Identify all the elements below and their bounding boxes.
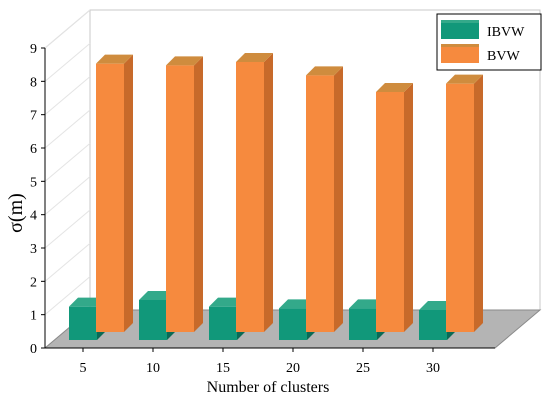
x-tick-label: 25 — [356, 361, 370, 376]
bar-bvw-10 — [166, 56, 203, 332]
bar-front-face — [166, 65, 194, 332]
y-tick-label: 3 — [30, 242, 37, 257]
bar-bvw-5 — [96, 54, 133, 333]
bar-front-face — [209, 306, 237, 340]
bar-top-face — [306, 66, 343, 76]
bar-front-face — [349, 308, 377, 340]
bar-top-face — [376, 83, 413, 92]
bar-side-face — [334, 66, 343, 332]
y-tick-label: 1 — [30, 309, 37, 324]
bar-front-face — [236, 62, 264, 332]
x-tick-label: 15 — [216, 361, 230, 376]
bar-top-face — [96, 54, 133, 64]
bar-bvw-30 — [446, 74, 483, 333]
wall-guide-line — [44, 209, 91, 249]
bar-side-face — [404, 83, 413, 332]
legend-label-bvw: BVW — [487, 49, 520, 64]
bar-side-face — [474, 74, 483, 333]
x-tick-label: 30 — [426, 361, 440, 376]
bar-side-face — [194, 56, 203, 332]
legend-swatch-top-bvw — [441, 44, 479, 47]
bar-front-face — [279, 308, 307, 340]
wall-guide-line — [44, 109, 91, 149]
bar-side-face — [124, 54, 133, 333]
bar-front-face — [96, 63, 124, 333]
bar-series — [69, 53, 483, 340]
wall-guide-line — [44, 9, 91, 49]
x-tick-label: 5 — [80, 361, 87, 376]
bar-top-face — [236, 53, 273, 62]
wall-guide-line — [44, 76, 91, 116]
bar-top-face — [446, 74, 483, 84]
bar-front-face — [446, 83, 474, 333]
y-tick-label: 9 — [30, 42, 37, 57]
y-tick-label: 4 — [30, 209, 37, 224]
legend-swatch-top-ibvw — [441, 20, 479, 23]
bar-front-face — [306, 75, 334, 332]
bar-front-face — [139, 300, 167, 340]
back-wall — [89, 9, 541, 310]
wall-guide-line — [44, 142, 91, 182]
bar-bvw-25 — [376, 83, 413, 332]
bar-side-face — [264, 53, 273, 332]
y-tick-label: 6 — [30, 142, 37, 157]
wall-guide-line — [44, 242, 91, 282]
chart-axes — [41, 47, 495, 352]
bar-front-face — [376, 92, 404, 332]
x-tick-labels: 5 10 15 20 25 30 — [80, 361, 441, 376]
bar-bvw-15 — [236, 53, 273, 332]
legend-swatch-bvw — [441, 47, 479, 63]
legend-label-ibvw: IBVW — [487, 25, 525, 40]
y-tick-label: 8 — [30, 75, 37, 90]
bar-bvw-20 — [306, 66, 343, 332]
bar-front-face — [419, 310, 447, 340]
y-tick-label: 7 — [30, 109, 37, 124]
bar-top-face — [166, 56, 203, 66]
wall-guide-line — [44, 276, 91, 316]
wall-guide-line — [44, 176, 91, 216]
y-tick-label: 0 — [30, 342, 37, 357]
wall-guide-line — [44, 42, 91, 82]
legend: IBVW BVW — [436, 13, 542, 71]
x-tick-label: 10 — [146, 361, 160, 376]
legend-swatch-ibvw — [441, 23, 479, 39]
y-tick-labels: 0 1 2 3 4 5 6 7 8 9 — [30, 42, 37, 357]
x-axis-title: Number of clusters — [207, 379, 330, 396]
bar-front-face — [69, 306, 97, 340]
y-tick-label: 2 — [30, 275, 37, 290]
y-axis-title: σ(m) — [5, 193, 27, 233]
x-tick-label: 20 — [286, 361, 300, 376]
y-tick-label: 5 — [30, 175, 37, 190]
